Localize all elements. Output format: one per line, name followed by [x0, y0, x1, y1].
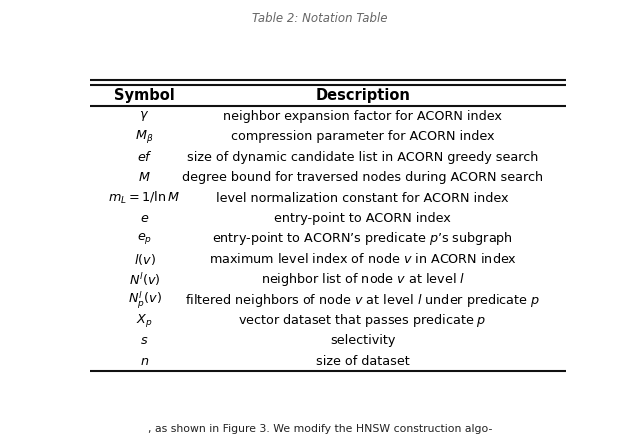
Text: $N^l(v)$: $N^l(v)$: [129, 271, 160, 288]
Text: $s$: $s$: [140, 334, 148, 347]
Text: $e$: $e$: [140, 212, 149, 225]
Text: $m_L = 1/\ln M$: $m_L = 1/\ln M$: [108, 190, 180, 206]
Text: filtered neighbors of node $v$ at level $l$ under predicate $p$: filtered neighbors of node $v$ at level …: [185, 291, 540, 309]
Text: Table 2: Notation Table: Table 2: Notation Table: [252, 12, 388, 25]
Text: degree bound for traversed nodes during ACORN search: degree bound for traversed nodes during …: [182, 171, 543, 184]
Text: maximum level index of node $v$ in ACORN index: maximum level index of node $v$ in ACORN…: [209, 252, 516, 266]
Text: $n$: $n$: [140, 355, 149, 368]
Text: neighbor list of node $v$ at level $l$: neighbor list of node $v$ at level $l$: [260, 271, 465, 288]
Text: $ef$: $ef$: [136, 150, 152, 164]
Text: $M$: $M$: [138, 171, 151, 184]
Text: $M_{\beta}$: $M_{\beta}$: [135, 128, 154, 146]
Text: Symbol: Symbol: [114, 88, 175, 103]
Text: $N^l_p(v)$: $N^l_p(v)$: [127, 289, 161, 311]
Text: neighbor expansion factor for ACORN index: neighbor expansion factor for ACORN inde…: [223, 110, 502, 123]
Text: level normalization constant for ACORN index: level normalization constant for ACORN i…: [216, 191, 509, 205]
Text: $X_p$: $X_p$: [136, 312, 153, 329]
Text: selectivity: selectivity: [330, 334, 396, 347]
Text: $e_p$: $e_p$: [137, 231, 152, 246]
Text: vector dataset that passes predicate $p$: vector dataset that passes predicate $p$: [239, 312, 487, 329]
Text: size of dataset: size of dataset: [316, 355, 410, 368]
Text: , as shown in Figure 3. We modify the HNSW construction algo-: , as shown in Figure 3. We modify the HN…: [148, 423, 492, 434]
Text: Description: Description: [316, 88, 410, 103]
Text: $\gamma$: $\gamma$: [140, 110, 150, 124]
Text: entry-point to ACORN index: entry-point to ACORN index: [275, 212, 451, 225]
Text: entry-point to ACORN’s predicate $p$’s subgraph: entry-point to ACORN’s predicate $p$’s s…: [212, 230, 513, 247]
Text: size of dynamic candidate list in ACORN greedy search: size of dynamic candidate list in ACORN …: [187, 151, 538, 164]
Text: compression parameter for ACORN index: compression parameter for ACORN index: [231, 130, 495, 143]
Text: $l(v)$: $l(v)$: [134, 252, 156, 267]
